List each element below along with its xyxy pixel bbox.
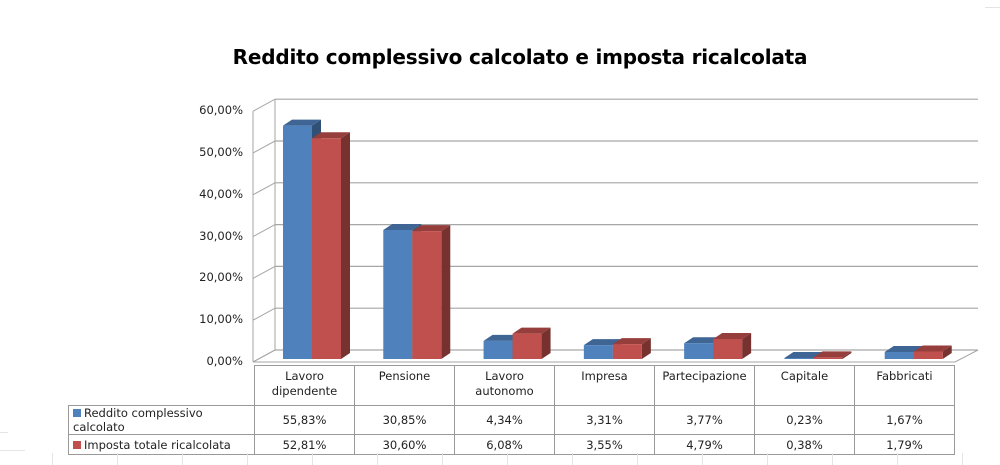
bar-imposta: [713, 332, 752, 359]
y-tick-label: 30,00%: [199, 228, 243, 243]
legend-entry-reddito: Reddito complessivo calcolato: [68, 405, 255, 435]
legend-swatch-blue: [73, 409, 81, 417]
table-cell: 1,79%: [854, 434, 955, 455]
y-tick-label: 0,00%: [206, 354, 243, 368]
category-header: Pensione: [354, 365, 455, 406]
category-header: Impresa: [554, 365, 655, 406]
bar-imposta: [913, 345, 952, 359]
table-cell: 6,08%: [454, 434, 555, 455]
data-table-corner: [68, 365, 255, 406]
bar-imposta: [813, 351, 852, 359]
category-header: Partecipazione: [654, 365, 755, 406]
table-cell: 1,67%: [854, 405, 955, 435]
y-tick-label: 60,00%: [199, 103, 243, 118]
category-header: Lavoro dipendente: [254, 365, 355, 406]
table-row: Imposta totale ricalcolata 52,81% 30,60%…: [68, 434, 955, 455]
data-table-header-row: Lavoro dipendente Pensione Lavoro autonomo…: [68, 365, 955, 406]
data-table: Lavoro dipendente Pensione Lavoro autonomo…: [68, 365, 955, 455]
bar-imposta: [312, 132, 350, 359]
table-cell: 3,77%: [654, 405, 755, 435]
table-cell: 55,83%: [254, 405, 355, 435]
legend-entry-imposta: Imposta totale ricalcolata: [68, 434, 255, 455]
table-cell: 30,85%: [354, 405, 455, 435]
category-header: Capitale: [754, 365, 855, 406]
y-tick-label: 20,00%: [199, 270, 243, 285]
bar-imposta: [612, 338, 651, 359]
table-cell: 52,81%: [254, 434, 355, 455]
chart-title: Reddito complessivo calcolato e imposta …: [232, 45, 808, 69]
category-header: Fabbricati: [854, 365, 955, 406]
y-tick-label: 10,00%: [199, 312, 243, 327]
table-cell: 0,23%: [754, 405, 855, 435]
table-cell: 3,31%: [554, 405, 655, 435]
table-cell: 3,55%: [554, 434, 655, 455]
table-row: Reddito complessivo calcolato 55,83% 30,…: [68, 405, 955, 435]
table-cell: 4,79%: [654, 434, 755, 455]
table-cell: 30,60%: [354, 434, 455, 455]
table-cell: 4,34%: [454, 405, 555, 435]
bar-imposta: [512, 327, 551, 359]
table-cell: 0,38%: [754, 434, 855, 455]
legend-swatch-red: [73, 440, 81, 449]
y-tick-label: 40,00%: [199, 186, 243, 201]
bar-imposta: [412, 225, 451, 359]
category-header: Lavoro autonomo: [454, 365, 555, 406]
y-tick-label: 50,00%: [199, 145, 243, 159]
